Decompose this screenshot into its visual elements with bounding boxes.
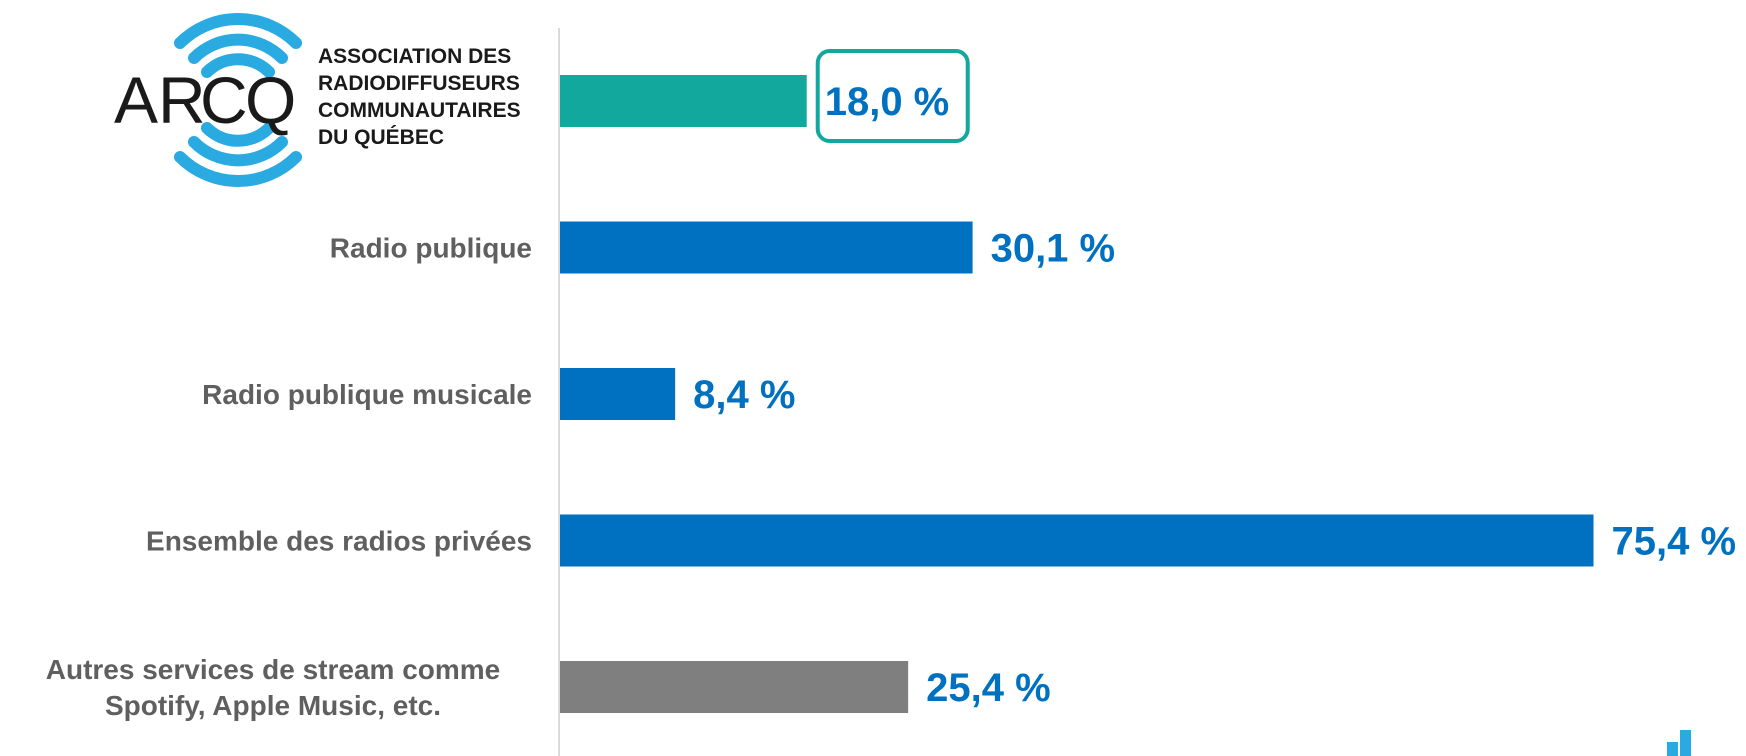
value-label-2: 30,1 %	[991, 227, 1116, 271]
category-label-5: Autres services de stream comme Spotify, …	[46, 654, 500, 721]
logo-text-line-2: RADIODIFFUSEURS	[318, 72, 520, 95]
category-label-3: Radio publique musicale	[202, 379, 532, 410]
bar-4	[560, 514, 1594, 567]
highlight-box	[815, 49, 970, 143]
value-label-3: 8,4 %	[693, 373, 795, 417]
logo-text-line-1: ASSOCIATION DES	[318, 45, 511, 68]
labels-group: 18,0 % 30,1 % Radio publique 8,4 % Radio pub…	[46, 49, 1737, 721]
logo-letter-r: R	[158, 63, 206, 137]
bars-group	[560, 75, 1594, 713]
bar-5	[560, 661, 909, 713]
corner-bar-icon	[1667, 730, 1691, 756]
value-label-1: 18,0 %	[825, 80, 950, 124]
logo-text-line-4: DU QUÉBEC	[318, 126, 444, 149]
bar-1	[560, 75, 807, 127]
bar-3	[560, 368, 676, 420]
logo-text-line-3: COMMUNAUTAIRES	[318, 99, 521, 122]
value-label-4: 75,4 %	[1612, 520, 1737, 564]
category-label-4: Ensemble des radios privées	[146, 526, 532, 557]
logo-letter-q: Q	[245, 63, 296, 137]
logo-letter-a: A	[114, 63, 158, 137]
value-label-5: 25,4 %	[926, 666, 1051, 710]
arcq-logo: A R C Q ASSOCIATION DES RADIODIFFUSEURS …	[114, 12, 521, 188]
category-label-2: Radio publique	[330, 233, 532, 264]
logo-letter-c: C	[200, 63, 248, 137]
bar-2	[560, 221, 973, 274]
radio-waves-icon	[174, 12, 302, 188]
